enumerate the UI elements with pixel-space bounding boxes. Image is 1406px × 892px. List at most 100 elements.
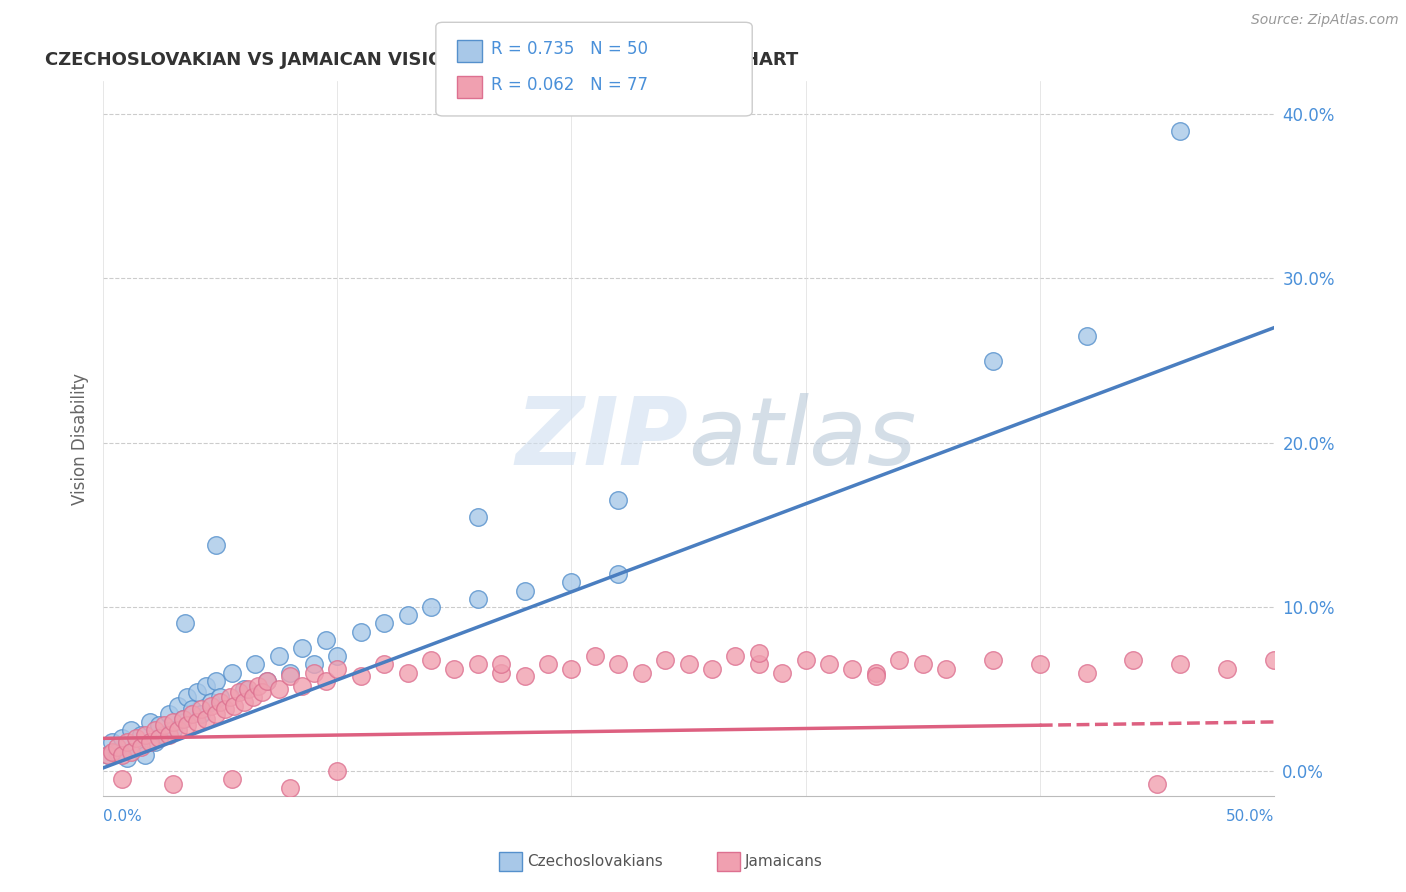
Point (1263, 652, 1285, 666)
Text: 0.0%: 0.0% (103, 809, 142, 824)
Point (97, 747, 120, 762)
Y-axis label: Vision Disability: Vision Disability (72, 373, 89, 505)
Point (252, 685, 274, 699)
Point (176, 718, 198, 732)
Point (396, 608, 419, 623)
Point (134, 747, 156, 762)
Point (195, 679, 218, 693)
Point (174, 616, 197, 631)
Point (125, 731, 148, 746)
Point (101, 734, 124, 748)
Point (841, 662, 863, 676)
Point (1146, 777, 1168, 791)
Point (513, 669, 536, 683)
Point (1168, 123, 1191, 137)
Point (221, 665, 243, 680)
Point (1216, 662, 1239, 676)
Point (467, 591, 489, 606)
Point (794, 652, 817, 666)
Point (139, 734, 162, 748)
Point (97, 747, 120, 762)
Point (607, 493, 630, 508)
Point (373, 657, 395, 672)
Point (326, 649, 349, 664)
Point (111, 731, 134, 746)
Point (246, 679, 269, 693)
Point (200, 698, 222, 713)
Point (607, 567, 630, 582)
Point (200, 695, 222, 709)
Point (607, 657, 630, 672)
Point (186, 685, 208, 699)
Point (700, 662, 723, 676)
Point (256, 673, 278, 688)
Text: Czechoslovakians: Czechoslovakians (527, 855, 664, 869)
Point (537, 657, 560, 672)
Point (373, 616, 395, 631)
Point (228, 685, 250, 699)
Point (209, 695, 232, 709)
Point (162, 714, 184, 729)
Point (176, 690, 198, 705)
Point (350, 669, 373, 683)
Point (129, 739, 152, 754)
Text: Jamaicans: Jamaicans (745, 855, 823, 869)
Point (157, 728, 180, 742)
Point (115, 734, 138, 748)
Point (232, 682, 254, 697)
Text: R = 0.062   N = 77: R = 0.062 N = 77 (491, 76, 648, 94)
Text: Source: ZipAtlas.com: Source: ZipAtlas.com (1251, 13, 1399, 28)
Point (280, 665, 302, 680)
Point (204, 673, 226, 688)
Point (280, 780, 302, 795)
Point (678, 657, 700, 672)
Text: atlas: atlas (689, 393, 917, 484)
Point (770, 665, 793, 680)
Point (105, 744, 128, 758)
Point (245, 657, 267, 672)
Point (1076, 329, 1098, 343)
Point (818, 657, 841, 672)
Point (267, 649, 290, 664)
Point (120, 723, 142, 738)
Point (981, 652, 1004, 666)
Point (153, 718, 176, 732)
Point (291, 640, 314, 655)
Point (560, 575, 582, 590)
Point (326, 662, 349, 676)
Point (157, 706, 180, 721)
Point (326, 764, 349, 779)
Point (209, 690, 232, 705)
Point (111, 772, 134, 787)
Point (467, 657, 489, 672)
Point (204, 706, 226, 721)
Point (172, 712, 194, 726)
Point (162, 777, 184, 791)
Point (513, 583, 536, 598)
Point (291, 679, 314, 693)
Text: 50.0%: 50.0% (1226, 809, 1274, 824)
Point (865, 669, 887, 683)
Point (1076, 665, 1098, 680)
Point (911, 657, 934, 672)
Point (181, 702, 204, 716)
Point (981, 353, 1004, 368)
Point (489, 657, 512, 672)
Point (195, 712, 218, 726)
Point (139, 714, 162, 729)
Point (143, 734, 166, 748)
Point (129, 728, 152, 742)
Point (134, 728, 156, 742)
Point (153, 728, 176, 742)
Point (420, 599, 443, 614)
Point (654, 652, 676, 666)
Point (204, 537, 226, 551)
Point (350, 624, 373, 639)
Point (396, 665, 419, 680)
Point (125, 739, 148, 754)
Point (120, 744, 142, 758)
Point (224, 698, 246, 713)
Point (420, 652, 443, 666)
Point (238, 682, 260, 697)
Point (1122, 652, 1144, 666)
